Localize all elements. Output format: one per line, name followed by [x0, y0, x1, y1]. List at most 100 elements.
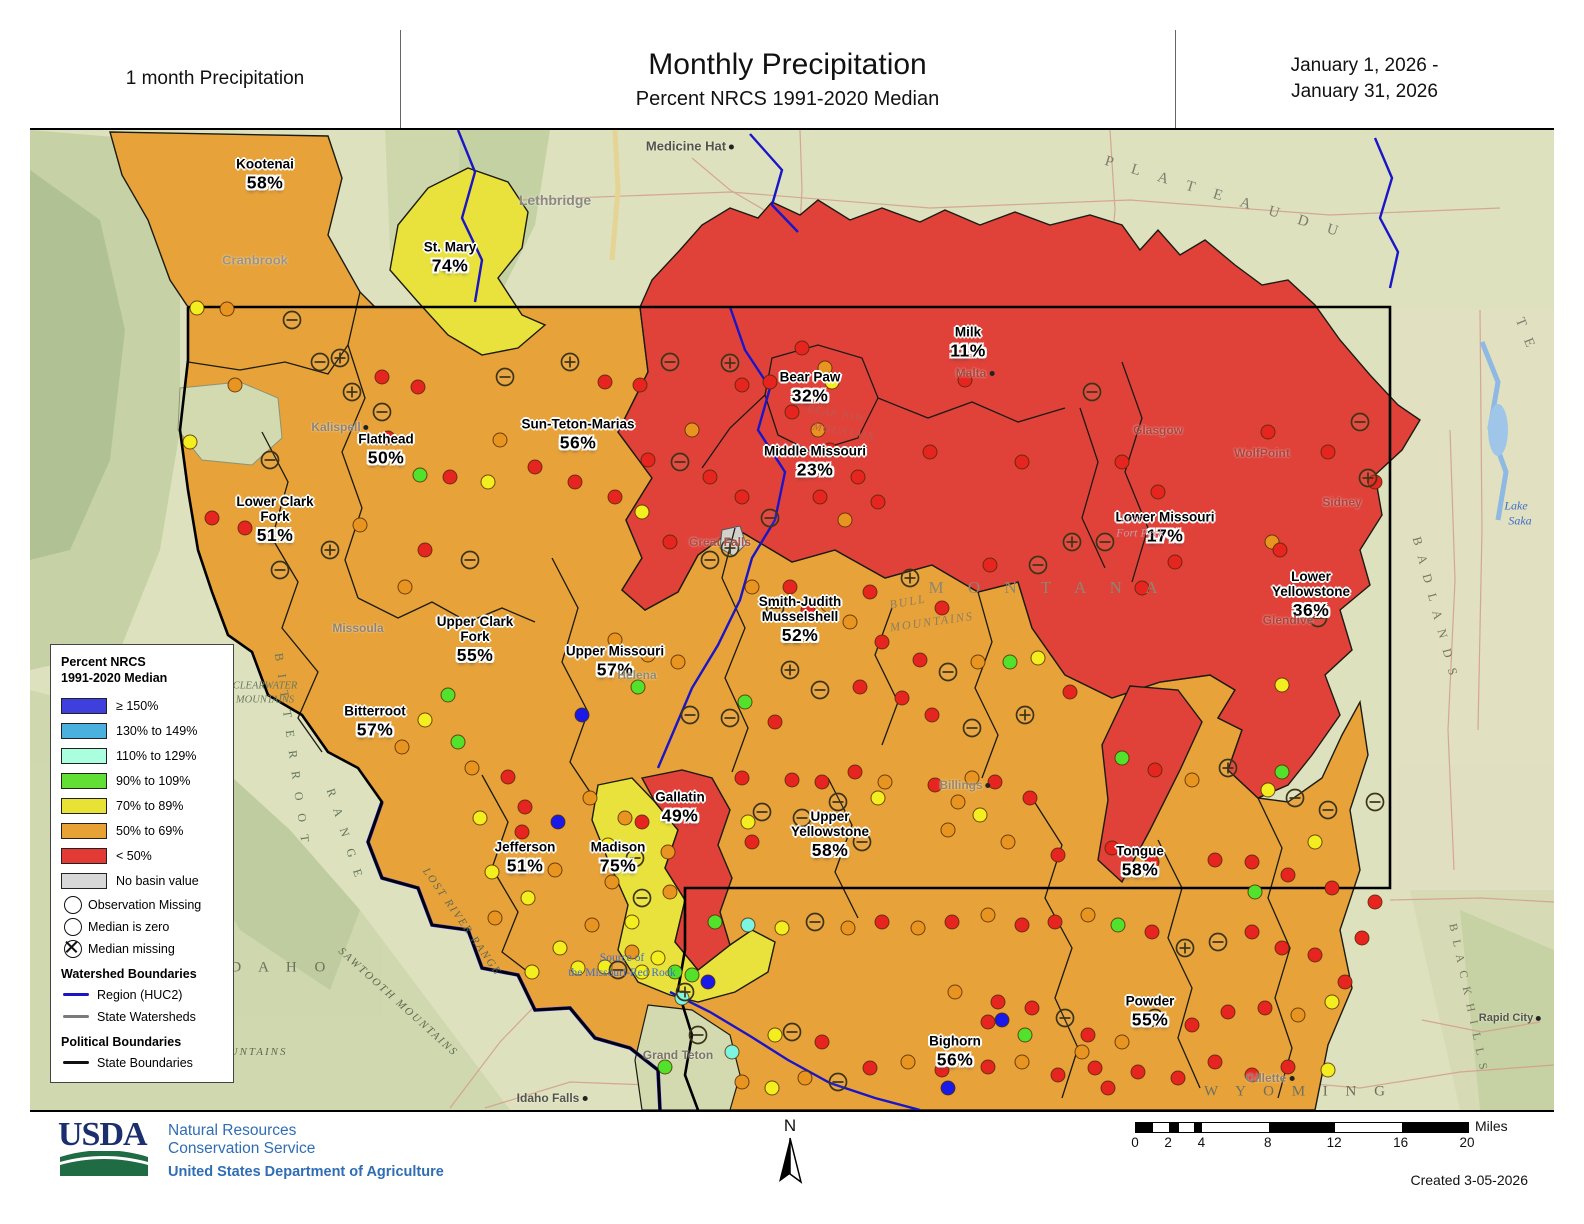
- station-dot: [1047, 914, 1063, 930]
- scale-bar: 0 2 4 8 12 16 20 Miles: [1131, 1118, 1507, 1150]
- median-missing-icon: [1175, 938, 1195, 958]
- station-dot: [1247, 884, 1263, 900]
- median-zero-icon: [828, 1072, 848, 1092]
- legend-class-label: 90% to 109%: [116, 774, 191, 788]
- legend-boundary-row: Region (HUC2): [61, 984, 223, 1006]
- median-zero-icon: [495, 367, 515, 387]
- header-title-block: Monthly Precipitation Percent NRCS 1991-…: [400, 30, 1175, 128]
- station-dot: [762, 374, 778, 390]
- river-lake: [1479, 341, 1509, 521]
- median-zero-icon: [460, 550, 480, 570]
- station-dot: [764, 1080, 780, 1096]
- median-zero-icon: [752, 802, 772, 822]
- legend-watershed-items: Region (HUC2) State Watersheds: [61, 984, 223, 1028]
- station-dot: [927, 777, 943, 793]
- median-zero-icon: [1208, 932, 1228, 952]
- station-dot: [634, 814, 650, 830]
- station-dot: [1324, 994, 1340, 1010]
- station-dot: [1024, 1000, 1040, 1016]
- station-dot: [1320, 1062, 1336, 1078]
- station-dot: [814, 774, 830, 790]
- scale-tick-label: 8: [1264, 1135, 1272, 1150]
- station-dot: [394, 739, 410, 755]
- median-zero-icon: [1145, 1008, 1165, 1028]
- station-dot: [1000, 834, 1016, 850]
- median-missing-icon: [720, 538, 740, 558]
- station-dot: [640, 452, 656, 468]
- station-dot: [630, 679, 646, 695]
- legend-boundary-row: State Boundaries: [61, 1052, 223, 1074]
- station-dot: [740, 917, 756, 933]
- station-dot: [810, 422, 826, 438]
- median-zero-icon: [805, 912, 825, 932]
- station-dot: [597, 374, 613, 390]
- boundary-line-icon: [63, 1061, 89, 1064]
- station-dot: [632, 377, 648, 393]
- median-zero-icon: [765, 598, 785, 618]
- station-dot: [1114, 1034, 1130, 1050]
- usda-logo-block: USDA Natural Resources Conservation Serv…: [58, 1118, 444, 1182]
- station-dot: [552, 940, 568, 956]
- legend-class-label: 70% to 89%: [116, 799, 184, 813]
- station-dot: [724, 1044, 740, 1060]
- station-dot: [1050, 1067, 1066, 1083]
- station-dot: [707, 914, 723, 930]
- station-dot: [782, 579, 798, 595]
- station-dot: [1184, 1017, 1200, 1033]
- header-divider: [400, 30, 401, 128]
- median-zero-icon: [670, 452, 690, 472]
- station-dot: [1087, 1060, 1103, 1076]
- date-line-1: January 1, 2026 -: [1290, 55, 1439, 77]
- legend-box: Percent NRCS 1991-2020 Median ≥ 150% 130%…: [50, 644, 234, 1083]
- station-dot: [980, 1014, 996, 1030]
- station-dot: [1050, 847, 1066, 863]
- station-dot: [1014, 917, 1030, 933]
- legend-class-row: < 50%: [61, 844, 223, 869]
- circle-icon: [64, 895, 82, 914]
- station-dot: [1002, 654, 1018, 670]
- circle-x-icon: [64, 939, 82, 958]
- station-dot: [870, 494, 886, 510]
- station-dot: [994, 1012, 1010, 1028]
- median-zero-icon: [720, 708, 740, 728]
- station-dot: [784, 404, 800, 420]
- station-dot: [617, 810, 633, 826]
- station-dot: [1207, 852, 1223, 868]
- station-dot: [837, 512, 853, 528]
- created-date: Created 3-05-2026: [1410, 1172, 1528, 1188]
- legend-symbol-row: Median missing: [61, 938, 223, 960]
- legend-swatch: [61, 773, 107, 789]
- legend-class-row: 70% to 89%: [61, 794, 223, 819]
- station-dot: [1074, 1044, 1090, 1060]
- station-dot: [1147, 762, 1163, 778]
- station-dot: [517, 799, 533, 815]
- legend-watershed-header: Watershed Boundaries: [61, 966, 197, 981]
- station-dot: [412, 467, 428, 483]
- station-dot: [922, 444, 938, 460]
- legend-swatch: [61, 698, 107, 714]
- station-dot: [442, 469, 458, 485]
- usda-logo: USDA: [58, 1118, 150, 1182]
- station-dot: [1324, 880, 1340, 896]
- station-dot: [1104, 840, 1120, 856]
- station-dot: [774, 920, 790, 936]
- median-zero-icon: [1285, 788, 1305, 808]
- scale-tick-label: 4: [1197, 1135, 1206, 1150]
- state-boundaries: [178, 305, 1392, 1110]
- station-dot: [667, 964, 683, 980]
- station-dot: [487, 910, 503, 926]
- legend-swatch: [61, 798, 107, 814]
- station-dot: [924, 707, 940, 723]
- station-dot: [607, 632, 623, 648]
- station-dot: [980, 1059, 996, 1075]
- station-dot: [237, 520, 253, 536]
- median-zero-icon: [1318, 800, 1338, 820]
- station-dot: [547, 862, 563, 878]
- station-dot: [982, 557, 998, 573]
- station-dot: [1030, 650, 1046, 666]
- station-dot: [1274, 764, 1290, 780]
- station-dot: [662, 534, 678, 550]
- median-zero-icon: [660, 352, 680, 372]
- station-dot: [702, 469, 718, 485]
